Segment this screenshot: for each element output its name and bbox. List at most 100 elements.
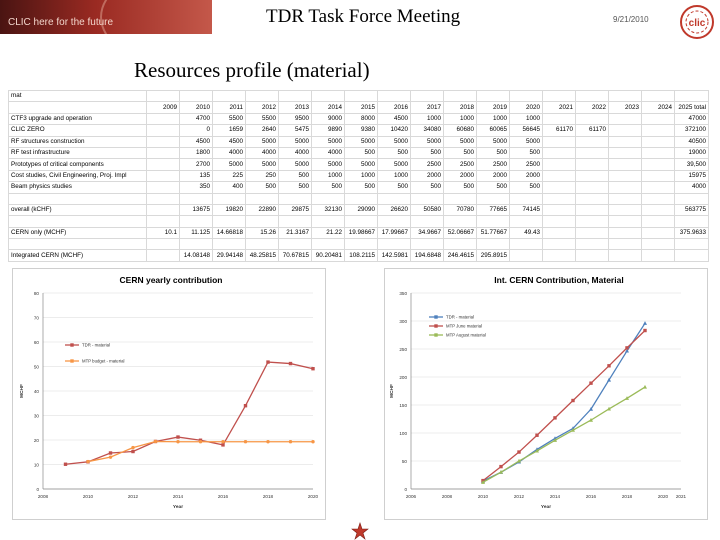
table-cell: [575, 169, 609, 183]
table-cell: 5500: [212, 112, 246, 126]
table-cell: [575, 203, 609, 217]
table-cell: 1800: [179, 146, 213, 160]
table-cell: 1000: [476, 112, 510, 126]
table-cell: 5000: [311, 135, 345, 148]
x-tick-label: 2012: [514, 494, 525, 499]
table-cell: 500: [509, 181, 543, 194]
table-cell: 39,500: [674, 158, 709, 171]
row-label: RF test infrastructure: [8, 146, 147, 160]
table-cell: [542, 158, 576, 171]
table-row: RF structures construction 4500 4500 5000 50…: [8, 135, 709, 148]
row-label: [8, 238, 147, 251]
table-cell: 295.8915: [476, 249, 510, 262]
table-cell: [542, 112, 576, 126]
data-point: [589, 406, 593, 411]
table-cell: 10.1: [146, 226, 180, 240]
table-cell: 2500: [410, 158, 444, 171]
data-point: [266, 440, 270, 444]
table-cell: 5475: [278, 124, 312, 137]
x-axis-label: Year: [541, 504, 551, 510]
table-cell: [146, 124, 180, 137]
table-cell: 500: [410, 181, 444, 194]
table-cell: 9890: [311, 124, 345, 137]
table-cell: 5000: [476, 135, 510, 148]
data-point: [131, 445, 135, 450]
table-cell: [443, 89, 477, 103]
table-cell: 74145: [509, 203, 543, 217]
data-point: [643, 384, 647, 389]
table-cell: 500: [311, 181, 345, 194]
table-cell: [575, 226, 609, 240]
table-cell: [608, 135, 642, 148]
table-cell: [641, 89, 675, 103]
table-cell: [608, 203, 642, 217]
column-header: 2010: [179, 101, 213, 114]
table-cell: 9000: [311, 112, 345, 126]
table-cell: 5000: [443, 135, 477, 148]
table-cell: [608, 112, 642, 126]
column-header: 2016: [377, 101, 411, 114]
table-cell: 500: [278, 169, 312, 183]
y-tick-label: 0: [404, 487, 407, 492]
x-tick-label: 2018: [622, 494, 633, 499]
x-tick-label: 2010: [478, 494, 489, 499]
table-cell: [410, 238, 444, 251]
table-cell: 5000: [344, 135, 378, 148]
data-point: [589, 417, 593, 422]
legend-marker: [434, 324, 438, 328]
table-cell: [542, 146, 576, 160]
table-cell: 5000: [311, 158, 345, 171]
table-cell: 19.98667: [344, 226, 378, 240]
table-cell: 26620: [377, 203, 411, 217]
x-tick-label: 2008: [38, 494, 49, 499]
table-cell: 49.43: [509, 226, 543, 240]
table-cell: 90.20481: [311, 249, 345, 262]
table-cell: [278, 89, 312, 103]
table-cell: 350: [179, 181, 213, 194]
table-cell: [509, 192, 543, 205]
data-point: [625, 396, 629, 400]
table-cell: 5000: [278, 158, 312, 171]
table-cell: [542, 89, 576, 103]
x-tick-label: 2020: [308, 494, 319, 499]
table-cell: [245, 192, 279, 205]
table-row: Integrated CERN (MCHF) 14.08148 29.94148 48…: [8, 249, 709, 262]
table-cell: [542, 192, 576, 205]
x-tick-label: 2021: [676, 494, 687, 499]
table-cell: [146, 215, 180, 228]
y-tick-label: 0: [36, 487, 39, 492]
table-cell: [476, 192, 510, 205]
table-cell: 70780: [443, 203, 477, 217]
x-tick-label: 2008: [442, 494, 453, 499]
table-cell: [674, 215, 709, 228]
table-cell: 47000: [674, 112, 709, 126]
table-cell: 0: [179, 124, 213, 137]
table-cell: [608, 158, 642, 171]
table-row: Prototypes of critical components 2700 500…: [8, 158, 709, 171]
table-cell: 14.66818: [212, 226, 246, 240]
resources-table: mat 2009 2010 2011 2012 2013 2014 2015 2016 2017 2…: [8, 89, 709, 262]
table-cell: [245, 89, 279, 103]
column-header: 2020: [509, 101, 543, 114]
table-cell: 17.99667: [377, 226, 411, 240]
table-cell: 5000: [509, 135, 543, 148]
table-cell: 32130: [311, 203, 345, 217]
data-point: [571, 428, 575, 432]
table-cell: 4500: [377, 112, 411, 126]
table-cell: 375.9633: [674, 226, 709, 240]
table-cell: 70.67815: [278, 249, 312, 262]
table-cell: [245, 238, 279, 251]
legend-marker: [70, 359, 74, 363]
column-header: 2019: [476, 101, 510, 114]
table-cell: 2000: [410, 169, 444, 183]
table-cell: 500: [377, 181, 411, 194]
column-header: 2018: [443, 101, 477, 114]
table-cell: 1000: [443, 112, 477, 126]
table-cell: 29.94148: [212, 249, 246, 262]
column-header: 2023: [608, 101, 642, 114]
table-cell: 108.2115: [344, 249, 378, 262]
table-cell: [641, 135, 675, 148]
table-cell: [278, 192, 312, 205]
table-cell: [575, 215, 609, 228]
table-cell: 5000: [377, 158, 411, 171]
